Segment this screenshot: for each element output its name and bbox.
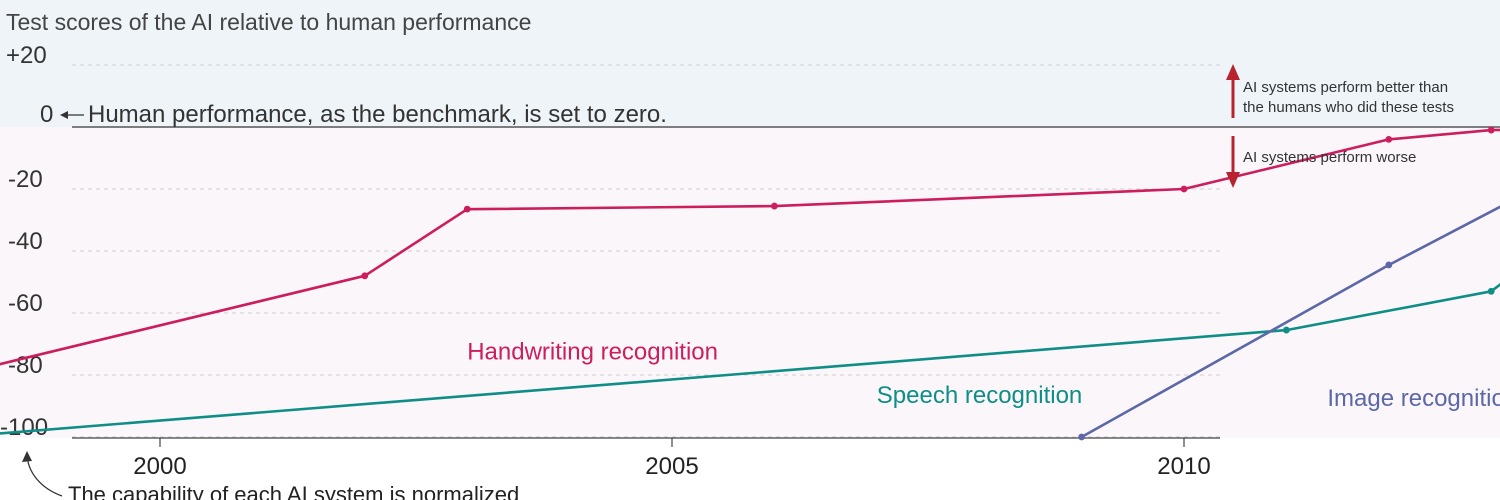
- baseline-arrowhead: [60, 111, 68, 119]
- baseline-annotation: Human performance, as the benchmark, is …: [88, 101, 667, 128]
- data-point: [1283, 326, 1290, 334]
- series-line: [0, 283, 1500, 435]
- y-tick-label: -20: [8, 166, 43, 193]
- footnote-arrow: [26, 454, 63, 497]
- data-point: [1385, 261, 1393, 269]
- data-point: [1180, 185, 1188, 193]
- footnote-arrowhead: [22, 451, 32, 462]
- series-label: Speech recognition: [877, 382, 1082, 409]
- x-tick-label: 2005: [645, 453, 698, 480]
- data-point: [1078, 433, 1085, 441]
- worse-arrow-head: [1226, 172, 1240, 188]
- grid: [72, 64, 1500, 438]
- better-zone-label: AI systems perform better than: [1243, 79, 1448, 96]
- worse-zone-label: AI systems perform worse: [1243, 149, 1416, 166]
- y-tick-label: -60: [8, 290, 43, 317]
- series-layer: [0, 126, 1500, 441]
- axes: +200-20-40-60-80-10020002005201020152020: [0, 42, 1220, 480]
- y-tick-label: +20: [6, 42, 47, 69]
- y-tick-label: -100: [0, 414, 48, 441]
- data-point: [463, 205, 471, 213]
- data-point: [1487, 287, 1495, 295]
- series-line: [0, 128, 1500, 366]
- data-point: [1487, 126, 1495, 134]
- data-point: [361, 272, 369, 280]
- y-tick-label: 0: [40, 101, 53, 128]
- annotations: Test scores of the AI relative to human …: [6, 9, 1500, 500]
- series-image-recognition: [1078, 205, 1500, 441]
- footnote: The capability of each AI system is norm…: [68, 482, 519, 500]
- series-line: [1080, 205, 1500, 439]
- chart-title: Test scores of the AI relative to human …: [6, 9, 531, 35]
- data-point: [1385, 136, 1393, 143]
- better-zone-background: [0, 0, 1500, 127]
- x-tick-label: 2010: [1157, 453, 1210, 480]
- series-label: Handwriting recognition: [467, 339, 718, 366]
- series-handwriting-recognition: [0, 126, 1500, 366]
- y-tick-label: -40: [8, 228, 43, 255]
- worse-zone-background: [0, 127, 1500, 438]
- data-point: [771, 202, 778, 210]
- series-label: Image recognition: [1327, 385, 1500, 412]
- series-speech-recognition: [0, 283, 1500, 435]
- better-zone-label: the humans who did these tests: [1243, 99, 1454, 116]
- better-arrow-head: [1226, 64, 1240, 80]
- x-tick-label: 2000: [133, 453, 186, 480]
